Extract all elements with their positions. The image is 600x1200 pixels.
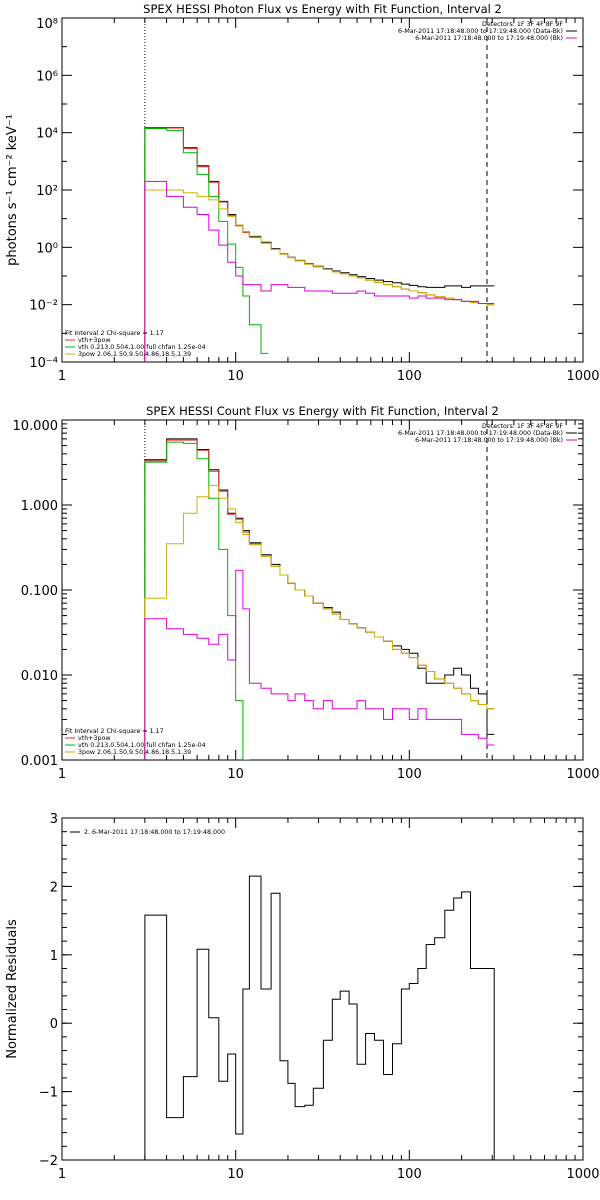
x-tick-label: 10: [227, 1167, 244, 1182]
legend-entry-left: Fit Interval 2 Chi-square = 1.17: [65, 330, 164, 337]
y-tick-label: 10.000: [13, 419, 59, 434]
x-tick-label: 100: [397, 1167, 422, 1182]
y-tick-label: 10⁻²: [29, 299, 58, 314]
legend-entry: 2. 6-Mar-2011 17:18:48.000 to 17:19:48.0…: [84, 829, 225, 836]
chart-panel-2: SPEX HESSI Count Flux vs Energy with Fit…: [13, 404, 600, 782]
plot-area: [144, 18, 495, 362]
y-tick-label: 10⁰: [36, 241, 58, 256]
series-line-5: [144, 569, 495, 760]
y-tick-label: 2: [50, 880, 58, 895]
legend-entry-left: vth+3pow: [78, 735, 110, 742]
series-line-4: [144, 484, 495, 760]
y-tick-label: 0.001: [21, 754, 58, 769]
legend-entry-left: 3pow 2.06,1.50,9.50,4.86,18.5,1.39: [78, 351, 191, 358]
x-tick-label: 1: [58, 767, 66, 782]
legend-entry-left: vth+3pow: [78, 337, 110, 344]
y-axis-title: photons s⁻¹ cm⁻² keV⁻¹: [5, 114, 20, 266]
plot-frame: [61, 17, 584, 363]
legend-entry-left: vth 0.213,0.504,1.00 full chfan 1.25e-04: [78, 344, 206, 351]
y-tick-label: 1.000: [21, 499, 58, 514]
x-tick-label: 100: [397, 369, 422, 384]
y-tick-label: 1: [50, 949, 58, 964]
legend-entry-right: 6-Mar-2011 17:18:48.000 to 17:19:48.000 …: [398, 430, 563, 437]
y-tick-label: −1: [39, 1086, 58, 1101]
legend-entry-left: vth 0.213,0.504,1.00 full chfan 1.25e-04: [78, 742, 206, 749]
legend-entry-right: 6-Mar-2011 17:18:48.000 to 17:19:48.000 …: [415, 35, 563, 42]
y-tick-label: 10⁴: [36, 127, 58, 142]
x-tick-label: 1: [58, 369, 66, 384]
x-tick-label: 1: [58, 1167, 66, 1182]
chart-title: SPEX HESSI Photon Flux vs Energy with Fi…: [143, 2, 502, 16]
x-tick-label: 100: [397, 767, 422, 782]
legend-entry-right: Detectors: 1F 3F 4F 8F 9F: [482, 423, 563, 430]
x-tick-label: 10: [227, 767, 244, 782]
y-tick-label: −2: [39, 1154, 58, 1169]
y-tick-label: 10²: [36, 184, 58, 199]
y-tick-label: 10⁸: [36, 17, 58, 32]
x-tick-label: 10: [227, 369, 244, 384]
series-line-3: [144, 128, 269, 362]
series-line-4: [144, 189, 495, 362]
y-axis-title: Normalized Residuals: [5, 919, 20, 1059]
chart-panel-3: 1 10 100 1000 −2 −1 0 1 2 3 Normalized Residuals 2.…: [5, 812, 600, 1182]
y-tick-label: 0: [50, 1017, 58, 1032]
legend-entry-right: 6-Mar-2011 17:18:48.000 to 17:19:48.000 …: [415, 437, 563, 444]
plot-area: [144, 875, 495, 1160]
series-line-5: [144, 180, 495, 362]
y-tick-label: 0.010: [21, 669, 58, 684]
series-line-2: [144, 439, 495, 760]
series-line-3: [144, 441, 250, 760]
x-tick-label: 1000: [566, 1167, 599, 1182]
series-line-1: [144, 875, 495, 1160]
chart-title: SPEX HESSI Count Flux vs Energy with Fit…: [146, 404, 499, 418]
y-tick-label: 10⁻⁴: [29, 356, 58, 371]
series-line-1: [144, 438, 495, 760]
plot-frame: [61, 817, 584, 1161]
y-tick-label: 3: [50, 812, 58, 827]
y-tick-label: 10⁶: [36, 69, 58, 84]
x-tick-label: 1000: [566, 369, 599, 384]
legend-entry-left: Fit Interval 2 Chi-square = 1.17: [65, 728, 164, 735]
x-tick-label: 1000: [566, 767, 599, 782]
chart-panel-1: SPEX HESSI Photon Flux vs Energy with Fi…: [5, 2, 600, 384]
plot-area: [144, 420, 495, 760]
legend-entry-right: 6-Mar-2011 17:18:48.000 to 17:19:48.000 …: [398, 28, 563, 35]
y-tick-label: 0.100: [21, 584, 58, 599]
legend-entry-right: Detectors: 1F 3F 4F 8F 9F: [482, 21, 563, 28]
legend-entry-left: 3pow 2.06,1.50,9.50,4.86,18.5,1.39: [78, 749, 191, 756]
